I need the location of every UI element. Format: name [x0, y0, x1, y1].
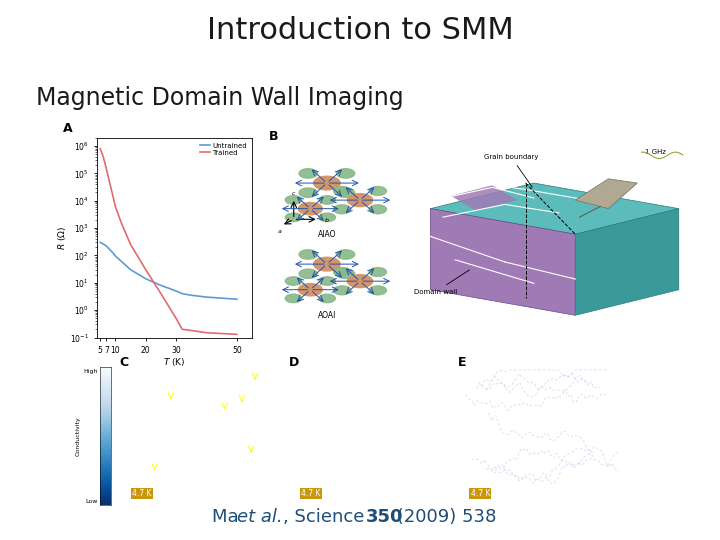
- Text: 350: 350: [366, 509, 403, 526]
- Text: et al.: et al.: [238, 509, 283, 526]
- Untrained: [202, 294, 211, 300]
- Trained: [233, 331, 241, 338]
- Trained: [117, 220, 126, 226]
- Trained: [126, 241, 135, 248]
- Untrained: [117, 258, 126, 265]
- Text: 4.7 K: 4.7 K: [132, 489, 152, 498]
- Circle shape: [336, 168, 355, 178]
- Circle shape: [369, 286, 387, 295]
- Text: 4.7 K: 4.7 K: [302, 489, 321, 498]
- Circle shape: [285, 277, 302, 285]
- Trained: [178, 326, 186, 333]
- Circle shape: [369, 267, 387, 276]
- Circle shape: [336, 269, 355, 279]
- Trained: [96, 145, 104, 152]
- Text: 1 GHz: 1 GHz: [645, 149, 666, 155]
- Trained: [108, 191, 117, 197]
- Circle shape: [299, 168, 318, 178]
- Line: Trained: Trained: [100, 148, 237, 334]
- Untrained: [172, 288, 181, 294]
- Text: c: c: [292, 191, 295, 196]
- Circle shape: [333, 267, 351, 276]
- Circle shape: [299, 188, 318, 198]
- Circle shape: [333, 186, 351, 195]
- Untrained: [111, 253, 120, 259]
- Untrained: [102, 243, 111, 249]
- Trained: [102, 165, 111, 172]
- Trained: [202, 329, 211, 336]
- Untrained: [99, 241, 107, 247]
- Circle shape: [285, 294, 302, 302]
- Trained: [187, 327, 196, 334]
- Circle shape: [319, 213, 336, 221]
- Circle shape: [298, 284, 323, 296]
- Circle shape: [319, 195, 336, 204]
- Circle shape: [298, 202, 323, 215]
- Text: 4.7 K: 4.7 K: [471, 489, 490, 498]
- Text: (2009) 538: (2009) 538: [390, 509, 496, 526]
- Circle shape: [348, 194, 372, 207]
- Text: E: E: [458, 356, 467, 369]
- Text: Introduction to SMM: Introduction to SMM: [207, 16, 513, 45]
- Untrained: [105, 246, 114, 252]
- Text: Magnetic Domain Wall Imaging: Magnetic Domain Wall Imaging: [36, 86, 404, 110]
- Polygon shape: [575, 179, 637, 208]
- Polygon shape: [451, 185, 517, 211]
- Circle shape: [336, 250, 355, 259]
- Trained: [105, 178, 114, 185]
- Line: Untrained: Untrained: [100, 242, 237, 299]
- Polygon shape: [431, 183, 679, 234]
- Trained: [172, 315, 181, 322]
- Text: , Science: , Science: [283, 509, 370, 526]
- Circle shape: [285, 213, 302, 221]
- Text: AIAO: AIAO: [318, 230, 336, 239]
- Y-axis label: Conductivity: Conductivity: [76, 416, 81, 456]
- Y-axis label: $R$ (Ω): $R$ (Ω): [56, 226, 68, 249]
- Text: Grain boundary: Grain boundary: [484, 154, 539, 187]
- Text: Ma: Ma: [212, 509, 245, 526]
- Circle shape: [285, 195, 302, 204]
- Untrained: [233, 296, 241, 302]
- Circle shape: [348, 275, 372, 288]
- Circle shape: [314, 257, 340, 271]
- Circle shape: [319, 294, 336, 302]
- Text: a: a: [277, 229, 282, 234]
- Circle shape: [333, 205, 351, 214]
- Trained: [141, 266, 150, 273]
- Text: D: D: [289, 356, 300, 369]
- Circle shape: [336, 188, 355, 198]
- Untrained: [157, 282, 166, 289]
- Legend: Untrained, Trained: Untrained, Trained: [199, 141, 248, 157]
- Untrained: [126, 266, 135, 273]
- Trained: [99, 153, 107, 160]
- Untrained: [108, 249, 117, 255]
- Circle shape: [369, 186, 387, 195]
- Untrained: [178, 291, 186, 297]
- Circle shape: [314, 176, 340, 190]
- Text: Domain wall: Domain wall: [414, 270, 469, 295]
- Text: b: b: [325, 218, 329, 223]
- Circle shape: [369, 205, 387, 214]
- X-axis label: $T$ (K): $T$ (K): [163, 356, 186, 368]
- Circle shape: [333, 286, 351, 295]
- Circle shape: [299, 250, 318, 259]
- Text: AOAI: AOAI: [318, 311, 336, 320]
- Text: C: C: [120, 356, 129, 369]
- Circle shape: [299, 269, 318, 279]
- Circle shape: [319, 277, 336, 285]
- Untrained: [187, 292, 196, 299]
- Trained: [157, 291, 166, 297]
- Untrained: [141, 275, 150, 282]
- Text: A: A: [63, 122, 73, 134]
- Trained: [111, 204, 120, 210]
- Text: B: B: [269, 130, 279, 143]
- Untrained: [96, 239, 104, 246]
- Polygon shape: [575, 208, 679, 315]
- Polygon shape: [431, 208, 575, 315]
